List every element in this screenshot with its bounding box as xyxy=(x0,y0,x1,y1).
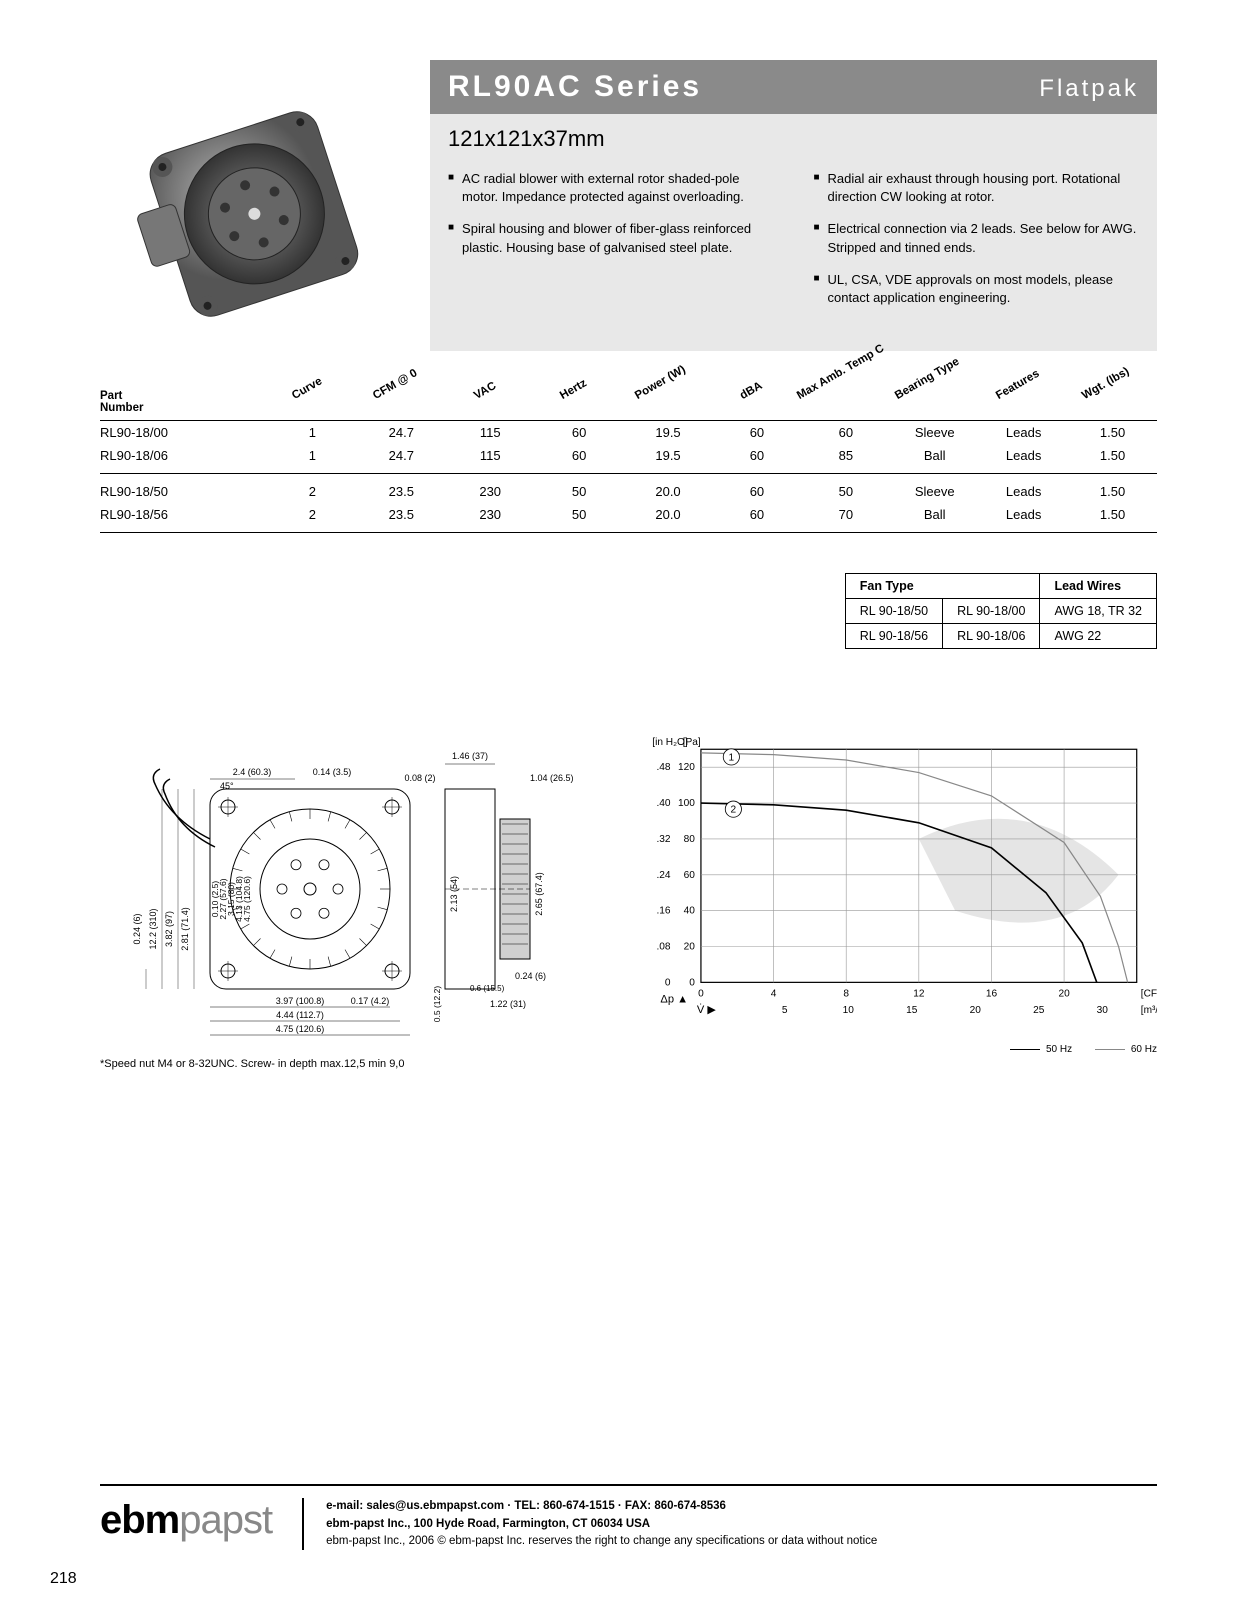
svg-text:4.44 (112.7): 4.44 (112.7) xyxy=(276,1010,324,1020)
svg-text:[m³/h]: [m³/h] xyxy=(1141,1005,1157,1016)
page-number: 218 xyxy=(50,1570,77,1588)
svg-text:1.46 (37): 1.46 (37) xyxy=(452,751,488,761)
desc-bullet: Electrical connection via 2 leads. See b… xyxy=(814,220,1140,256)
svg-text:16: 16 xyxy=(986,989,998,1000)
spec-col-header: Features xyxy=(979,390,1068,414)
svg-text:15: 15 xyxy=(906,1005,918,1016)
svg-text:0.24 (6): 0.24 (6) xyxy=(515,971,546,981)
performance-chart: 0020.0840.1660.2480.32100.40120.48048121… xyxy=(630,729,1157,1070)
svg-text:2.81 (71.4): 2.81 (71.4) xyxy=(180,907,190,951)
svg-text:20: 20 xyxy=(684,942,696,953)
svg-text:0: 0 xyxy=(665,977,671,988)
spec-col-header: Power (W) xyxy=(623,390,712,414)
svg-text:8: 8 xyxy=(843,989,849,1000)
wire-row: RL 90-18/56RL 90-18/06AWG 22 xyxy=(845,624,1156,649)
spec-row: RL90-18/06124.71156019.56085BallLeads1.5… xyxy=(100,444,1157,467)
wire-row: RL 90-18/50RL 90-18/00AWG 18, TR 32 xyxy=(845,599,1156,624)
footer-copyright: ebm-papst Inc., 2006 © ebm-papst Inc. re… xyxy=(326,1533,877,1550)
product-photo xyxy=(100,60,400,360)
svg-text:60: 60 xyxy=(684,870,696,881)
spec-row: RL90-18/50223.52305020.06050SleeveLeads1… xyxy=(100,480,1157,503)
title-bar: RL90AC Series Flatpak xyxy=(430,60,1157,114)
desc-bullet: AC radial blower with external rotor sha… xyxy=(448,170,774,206)
svg-text:.40: .40 xyxy=(656,798,670,809)
spec-col-header: Bearing Type xyxy=(891,390,980,414)
svg-text:0.14 (3.5): 0.14 (3.5) xyxy=(313,767,352,777)
spec-col-header: PartNumber xyxy=(100,390,268,414)
svg-text:2: 2 xyxy=(731,805,737,816)
series-title: RL90AC Series xyxy=(448,70,702,104)
spec-table: PartNumberCurveCFM @ 0VACHertzPower (W)d… xyxy=(100,390,1157,533)
lead-wire-table: Fan TypeLead Wires RL 90-18/50RL 90-18/0… xyxy=(845,573,1157,649)
series-subtitle: Flatpak xyxy=(1039,75,1139,103)
spec-col-header: Hertz xyxy=(534,390,623,414)
svg-text:0.24 (6): 0.24 (6) xyxy=(132,913,142,944)
desc-bullet: UL, CSA, VDE approvals on most models, p… xyxy=(814,271,1140,307)
svg-text:0.08 (2): 0.08 (2) xyxy=(404,773,435,783)
diagram-footnote: *Speed nut M4 or 8-32UNC. Screw- in dept… xyxy=(100,1058,580,1070)
svg-text:100: 100 xyxy=(678,798,695,809)
svg-text:2.65 (67.4): 2.65 (67.4) xyxy=(534,872,544,916)
svg-text:5: 5 xyxy=(782,1005,788,1016)
svg-text:0.5 (12.2): 0.5 (12.2) xyxy=(432,986,442,1023)
desc-bullet: Spiral housing and blower of fiber-glass… xyxy=(448,220,774,256)
svg-text:45°: 45° xyxy=(220,781,234,791)
spec-col-header: CFM @ 0 xyxy=(357,390,446,414)
svg-text:.16: .16 xyxy=(656,906,670,917)
svg-text:25: 25 xyxy=(1033,1005,1045,1016)
footer-address: ebm-papst Inc., 100 Hyde Road, Farmingto… xyxy=(326,1516,877,1533)
svg-text:4: 4 xyxy=(771,989,777,1000)
spec-col-header: Wgt. (lbs) xyxy=(1068,390,1157,414)
svg-text:40: 40 xyxy=(684,906,696,917)
spec-col-header: Max Amb. Temp C xyxy=(801,390,891,414)
spec-row: RL90-18/56223.52305020.06070BallLeads1.5… xyxy=(100,503,1157,526)
svg-text:0: 0 xyxy=(689,977,695,988)
svg-text:0.6 (15.5): 0.6 (15.5) xyxy=(470,984,505,993)
svg-text:12: 12 xyxy=(913,989,925,1000)
spec-row: RL90-18/00124.71156019.56060SleeveLeads1… xyxy=(100,421,1157,444)
svg-text:12.2 (310): 12.2 (310) xyxy=(148,908,158,949)
svg-text:4.75 (120.6): 4.75 (120.6) xyxy=(276,1024,325,1034)
spec-col-header: VAC xyxy=(445,390,534,414)
desc-bullet: Radial air exhaust through housing port.… xyxy=(814,170,1140,206)
svg-text:10: 10 xyxy=(843,1005,855,1016)
svg-text:20: 20 xyxy=(970,1005,982,1016)
svg-text:1: 1 xyxy=(729,752,735,763)
svg-text:0: 0 xyxy=(698,989,704,1000)
description-box: AC radial blower with external rotor sha… xyxy=(430,160,1157,351)
svg-text:Δp ▲: Δp ▲ xyxy=(660,994,688,1006)
dimension-drawing: 2.4 (60.3) 0.14 (3.5) 0.08 (2) 1.46 (37) 1.0… xyxy=(100,729,580,1070)
svg-text:.48: .48 xyxy=(656,762,670,773)
svg-text:0.17 (4.2): 0.17 (4.2) xyxy=(351,996,390,1006)
svg-text:1.04 (26.5): 1.04 (26.5) xyxy=(530,773,574,783)
svg-text:[CFM]: [CFM] xyxy=(1141,989,1157,1000)
svg-text:80: 80 xyxy=(684,834,696,845)
svg-text:120: 120 xyxy=(678,762,695,773)
svg-text:2.13 (54): 2.13 (54) xyxy=(449,876,459,912)
footer-contact: e-mail: sales@us.ebmpapst.com · TEL: 860… xyxy=(326,1498,877,1515)
svg-text:[in H₂O]: [in H₂O] xyxy=(652,737,688,748)
page-footer: ebmpapst e-mail: sales@us.ebmpapst.com ·… xyxy=(100,1484,1157,1550)
svg-text:4.75 (120.6): 4.75 (120.6) xyxy=(242,876,252,922)
svg-text:2.4 (60.3): 2.4 (60.3) xyxy=(233,767,272,777)
svg-text:3.97 (100.8): 3.97 (100.8) xyxy=(276,996,325,1006)
svg-text:.32: .32 xyxy=(656,834,670,845)
svg-text:.24: .24 xyxy=(656,870,670,881)
dimensions: 121x121x37mm xyxy=(430,114,1157,160)
spec-col-header: Curve xyxy=(268,390,357,414)
svg-text:V̇ ▶: V̇ ▶ xyxy=(697,1003,717,1016)
svg-text:3.82 (97): 3.82 (97) xyxy=(164,911,174,947)
svg-text:1.22 (31): 1.22 (31) xyxy=(490,999,526,1009)
spec-col-header: dBA xyxy=(712,390,801,414)
svg-text:.08: .08 xyxy=(656,942,670,953)
svg-text:30: 30 xyxy=(1097,1005,1109,1016)
brand-logo: ebmpapst xyxy=(100,1498,272,1543)
svg-text:20: 20 xyxy=(1058,989,1070,1000)
